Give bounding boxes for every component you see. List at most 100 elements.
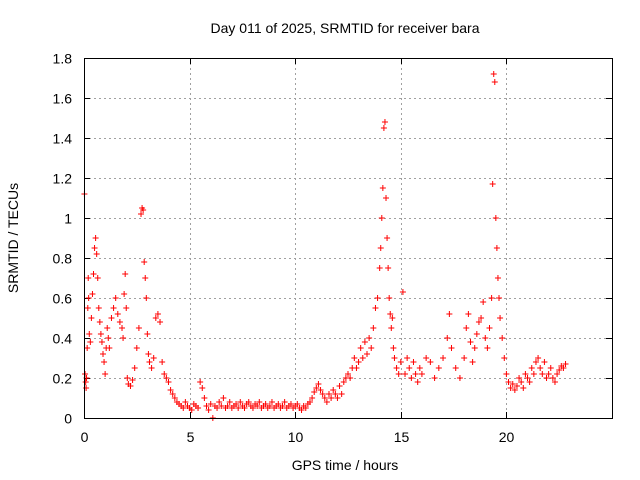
data-point (522, 371, 529, 377)
data-point (511, 387, 518, 393)
data-point (376, 265, 383, 271)
data-point (384, 235, 391, 241)
data-point (435, 365, 442, 371)
data-point (402, 371, 409, 377)
data-point (85, 295, 92, 301)
data-point (188, 407, 195, 413)
y-tick-labels: 0 0.2 0.4 0.6 0.8 1 1.2 1.4 1.6 1.8 (53, 51, 73, 427)
data-point (101, 359, 108, 365)
plot-frame (84, 58, 613, 419)
data-point (106, 345, 113, 351)
data-point (323, 399, 330, 405)
data-point (452, 365, 459, 371)
data-point (171, 395, 178, 401)
data-point (145, 351, 152, 357)
data-point (112, 295, 119, 301)
data-point (216, 399, 223, 405)
data-point (520, 385, 527, 391)
data-point (368, 345, 375, 351)
data-point (381, 119, 388, 125)
data-point (309, 395, 316, 401)
data-point (393, 365, 400, 371)
data-point (138, 211, 145, 217)
y-tick-label: 1.8 (53, 51, 73, 67)
data-point (496, 295, 503, 301)
data-point (124, 375, 131, 381)
data-point (387, 311, 394, 317)
data-point (144, 331, 151, 337)
data-point (497, 315, 504, 321)
data-point (397, 359, 404, 365)
data-point (489, 181, 496, 187)
data-point (353, 365, 360, 371)
data-point (547, 365, 554, 371)
data-point (524, 375, 531, 381)
data-point (159, 359, 166, 365)
data-point (315, 381, 322, 387)
data-point (480, 299, 487, 305)
data-point (165, 379, 172, 385)
data-point (372, 305, 379, 311)
data-point (549, 375, 556, 381)
data-point (537, 365, 544, 371)
data-point (119, 325, 126, 331)
data-point (499, 335, 506, 341)
data-point (237, 399, 244, 405)
data-point (530, 371, 537, 377)
data-point (287, 401, 294, 407)
data-point (418, 371, 425, 377)
data-point (82, 379, 89, 385)
data-point (88, 315, 95, 321)
data-point (475, 319, 482, 325)
data-point (423, 355, 430, 361)
grid-lines (84, 58, 612, 418)
data-point (467, 339, 474, 345)
data-point (516, 375, 523, 381)
data-point (486, 325, 493, 331)
data-point (169, 391, 176, 397)
data-point (556, 367, 563, 373)
y-tick-label: 1.2 (53, 171, 73, 187)
data-point (528, 365, 535, 371)
data-point (427, 359, 434, 365)
data-point (554, 371, 561, 377)
data-point (91, 245, 98, 251)
data-point (146, 359, 153, 365)
data-point (416, 365, 423, 371)
data-point (386, 295, 393, 301)
y-axis-label: SRMTID / TECUs (5, 183, 21, 293)
data-point (330, 387, 337, 393)
data-point (114, 311, 121, 317)
data-point (399, 289, 406, 295)
data-point (135, 325, 142, 331)
data-point (539, 371, 546, 377)
y-tick-label: 1.4 (53, 131, 73, 147)
data-point (108, 315, 115, 321)
data-point (96, 319, 103, 325)
data-point (378, 215, 385, 221)
data-point (414, 379, 421, 385)
data-point (266, 403, 273, 409)
data-point (85, 275, 92, 281)
data-point (279, 403, 286, 409)
data-point (383, 195, 390, 201)
data-point (154, 311, 161, 317)
data-point (505, 379, 512, 385)
data-point (406, 365, 413, 371)
data-point (120, 335, 127, 341)
data-point (94, 275, 101, 281)
data-point (478, 315, 485, 321)
data-point (543, 375, 550, 381)
data-point (361, 339, 368, 345)
data-point (87, 339, 94, 345)
data-point (545, 371, 552, 377)
data-point (389, 315, 396, 321)
data-point (370, 325, 377, 331)
x-tick-label: 0 (81, 429, 89, 445)
data-point (226, 399, 233, 405)
y-tick-label: 1.6 (53, 91, 73, 107)
data-point (535, 355, 542, 361)
data-point (294, 401, 301, 407)
data-point (133, 345, 140, 351)
data-point (440, 355, 447, 361)
